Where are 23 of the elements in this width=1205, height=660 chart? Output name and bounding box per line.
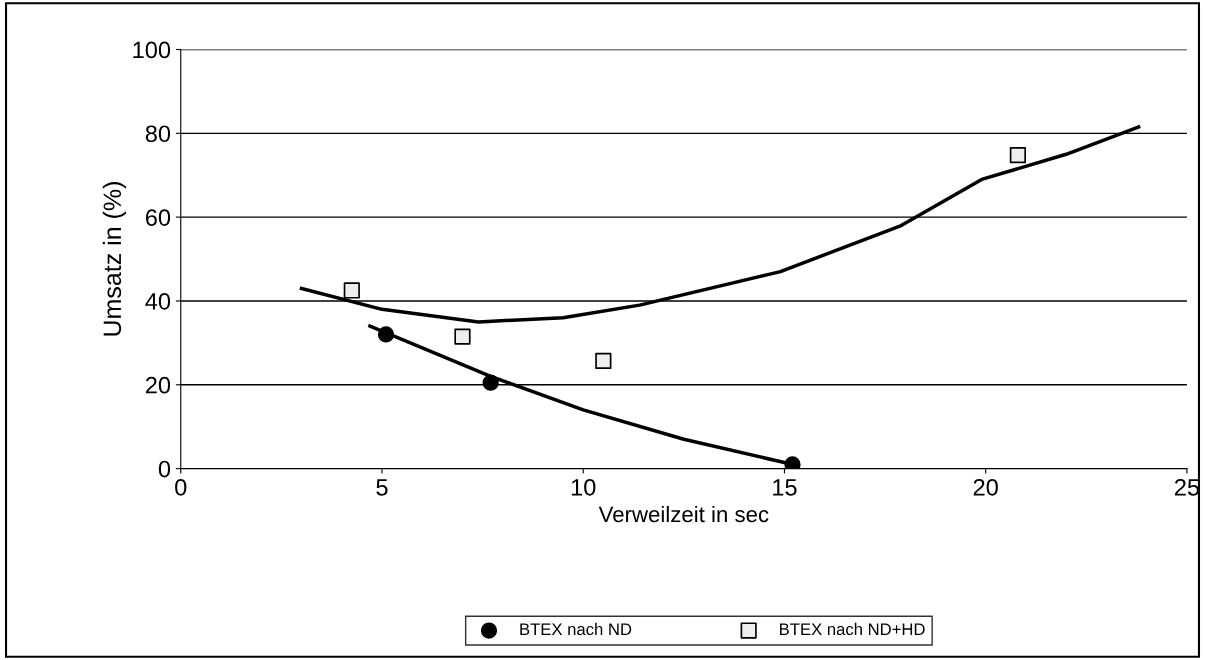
y-tick-label: 0: [158, 460, 171, 478]
point: [377, 326, 395, 343]
y-tick-label: 80: [145, 125, 171, 143]
x-tick-label: 20: [973, 478, 998, 496]
x-axis-title: Verweilzeit in sec: [598, 505, 769, 523]
point: [343, 282, 360, 299]
y-tick-label: 40: [145, 293, 171, 310]
y-axis-title: Umsatz in (%): [102, 182, 127, 336]
x-tick-label: 15: [773, 479, 797, 496]
legend-label: BTEX nach ND: [520, 622, 632, 636]
point: [454, 328, 471, 345]
y-tick-label: 100: [133, 41, 171, 59]
x-tick-label: 10: [571, 478, 596, 496]
x-tick-label: 5: [376, 479, 388, 496]
legend-label: BTEX nach ND+HD: [780, 622, 925, 636]
point: [1009, 146, 1027, 164]
point: [595, 352, 612, 370]
x-tick-label: 0: [175, 478, 187, 496]
y-tick-label: 20: [145, 376, 171, 394]
y-tick-label: 60: [145, 209, 171, 226]
x-tick-label: 25: [1174, 478, 1200, 496]
point: [784, 456, 801, 469]
point: [482, 374, 499, 391]
